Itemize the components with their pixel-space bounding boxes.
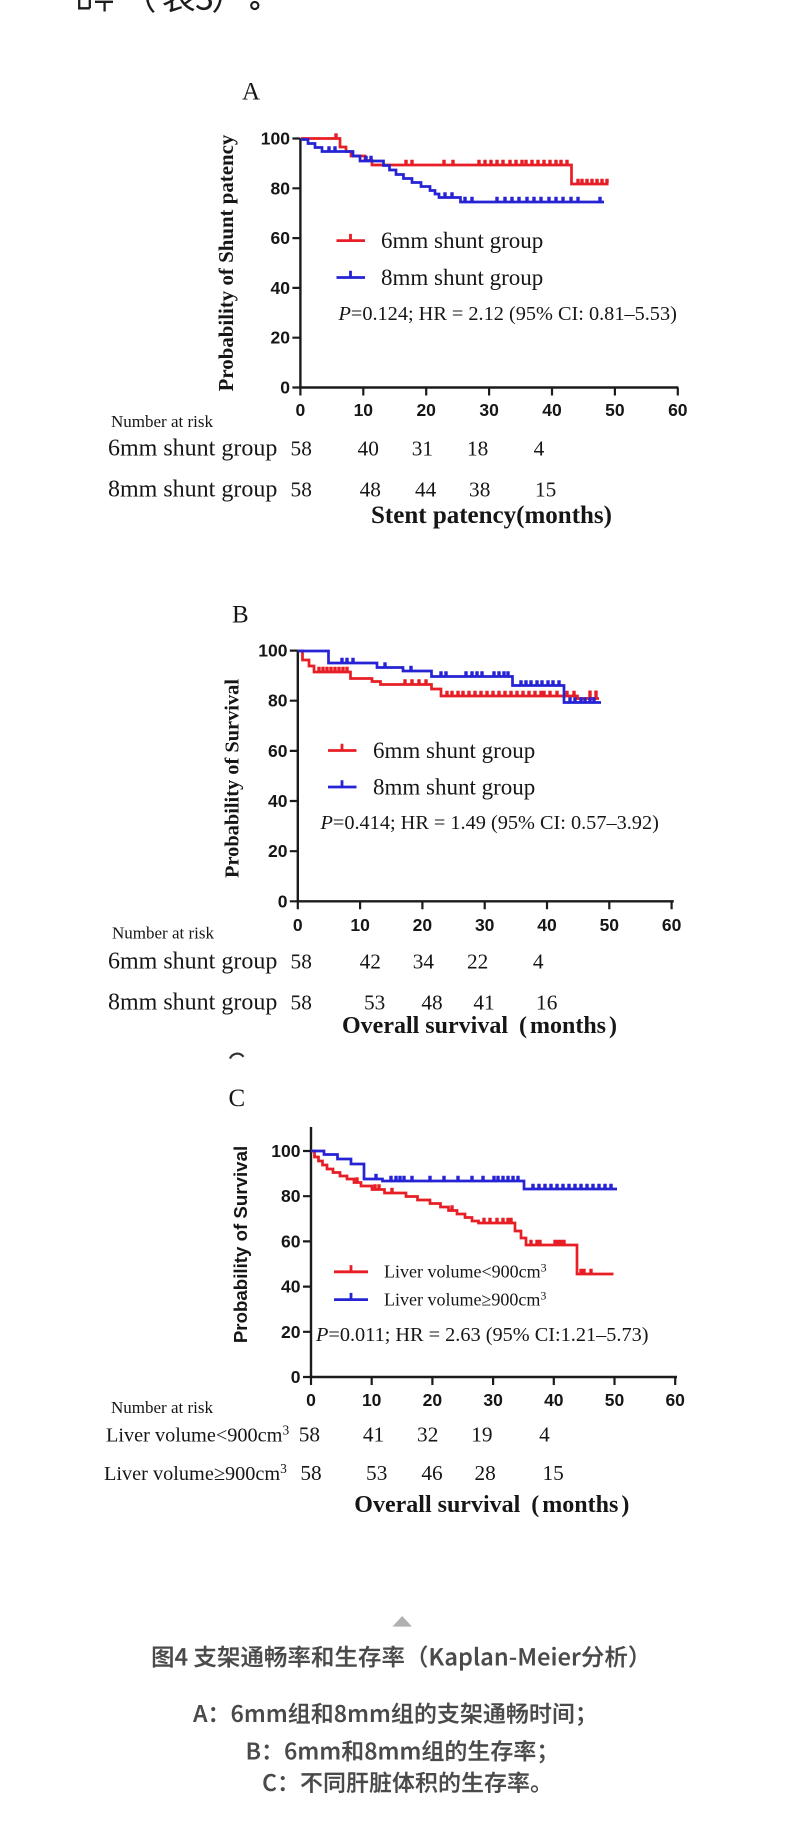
svg-text:15: 15 (535, 478, 556, 502)
svg-text:60: 60 (268, 741, 288, 761)
svg-text:Number at risk: Number at risk (112, 924, 214, 943)
svg-text:0: 0 (278, 891, 288, 911)
svg-text:40: 40 (358, 437, 379, 461)
svg-text:20: 20 (271, 328, 291, 348)
svg-text:30: 30 (483, 1390, 503, 1410)
svg-text:Number at risk: Number at risk (111, 1398, 213, 1417)
svg-text:80: 80 (271, 178, 291, 198)
svg-text:58: 58 (291, 437, 312, 461)
svg-text:60: 60 (668, 400, 688, 420)
svg-text:58: 58 (291, 950, 312, 974)
svg-text:58: 58 (291, 478, 312, 502)
svg-text:58: 58 (299, 1423, 320, 1447)
svg-text:15: 15 (542, 1461, 563, 1485)
svg-text:48: 48 (421, 991, 442, 1015)
svg-text:80: 80 (268, 691, 288, 711)
svg-text:80: 80 (281, 1186, 301, 1206)
svg-text:Probability of Survival: Probability of Survival (221, 679, 243, 878)
svg-text:20: 20 (268, 841, 288, 861)
svg-text:0: 0 (280, 378, 290, 398)
svg-text:40: 40 (271, 278, 291, 298)
svg-text:Overall survival(months): Overall survival(months) (354, 1492, 629, 1518)
svg-text:Stent patency(months): Stent patency(months) (371, 502, 612, 529)
svg-text:22: 22 (467, 950, 488, 974)
svg-text:A: A (242, 78, 260, 105)
svg-text:10: 10 (350, 915, 370, 935)
svg-text:42: 42 (360, 950, 381, 974)
svg-text:20: 20 (416, 400, 436, 420)
svg-text:0: 0 (306, 1390, 316, 1410)
svg-text:8mm shunt group: 8mm shunt group (381, 265, 543, 290)
svg-text:Probability of Shunt patency: Probability of Shunt patency (214, 134, 238, 391)
svg-text:20: 20 (281, 1322, 301, 1342)
svg-text:Probability of Survival: Probability of Survival (230, 1146, 251, 1343)
svg-text:50: 50 (605, 1390, 625, 1410)
svg-text:60: 60 (665, 1390, 685, 1410)
svg-text:0: 0 (291, 1367, 301, 1387)
svg-text:100: 100 (261, 129, 290, 149)
svg-text:44: 44 (415, 478, 437, 502)
svg-text:41: 41 (363, 1423, 384, 1447)
svg-text:19: 19 (471, 1423, 492, 1447)
svg-text:48: 48 (360, 478, 381, 502)
svg-text:53: 53 (366, 1461, 387, 1485)
svg-text:P=0.414; HR = 1.49 (95% CI: 0.: P=0.414; HR = 1.49 (95% CI: 0.57–3.92) (320, 812, 659, 834)
svg-text:P=0.124; HR = 2.12 (95% CI: 0.: P=0.124; HR = 2.12 (95% CI: 0.81–5.53) (338, 303, 677, 325)
svg-text:6mm shunt group: 6mm shunt group (108, 436, 277, 462)
svg-text:Liver volume≥900cm3: Liver volume≥900cm3 (384, 1289, 546, 1310)
svg-text:32: 32 (417, 1423, 438, 1447)
svg-text:40: 40 (537, 915, 557, 935)
svg-text:8mm shunt group: 8mm shunt group (108, 990, 277, 1016)
svg-text:100: 100 (271, 1141, 300, 1161)
svg-text:0: 0 (293, 915, 303, 935)
svg-text:38: 38 (469, 478, 490, 502)
svg-text:58: 58 (291, 991, 312, 1015)
svg-text:40: 40 (544, 1390, 564, 1410)
svg-text:4: 4 (534, 437, 545, 461)
svg-text:6mm shunt group: 6mm shunt group (108, 949, 277, 975)
svg-text:8mm shunt group: 8mm shunt group (373, 775, 535, 800)
svg-text:100: 100 (258, 641, 287, 661)
svg-text:16: 16 (536, 991, 558, 1015)
svg-text:60: 60 (281, 1231, 301, 1251)
svg-text:31: 31 (412, 437, 433, 461)
svg-text:Liver volume≥900cm3: Liver volume≥900cm3 (104, 1461, 287, 1485)
svg-text:40: 40 (281, 1277, 301, 1297)
svg-text:6mm shunt group: 6mm shunt group (381, 228, 543, 253)
svg-text:20: 20 (413, 915, 433, 935)
svg-text:20: 20 (423, 1390, 443, 1410)
svg-text:50: 50 (605, 400, 625, 420)
svg-text:60: 60 (271, 228, 291, 248)
svg-text:Overall survival(months): Overall survival(months) (342, 1013, 617, 1039)
svg-text:B: B (232, 602, 249, 629)
svg-text:30: 30 (479, 400, 499, 420)
svg-text:18: 18 (467, 437, 488, 461)
svg-text:60: 60 (662, 915, 682, 935)
svg-text:41: 41 (473, 991, 494, 1015)
svg-text:34: 34 (413, 950, 435, 974)
svg-text:4: 4 (539, 1423, 550, 1447)
svg-text:10: 10 (354, 400, 374, 420)
svg-text:6mm shunt group: 6mm shunt group (373, 738, 535, 763)
svg-text:10: 10 (362, 1390, 382, 1410)
svg-text:8mm shunt group: 8mm shunt group (108, 477, 277, 503)
svg-text:C: C (229, 1085, 246, 1112)
svg-text:50: 50 (600, 915, 620, 935)
svg-text:Number at risk: Number at risk (111, 412, 213, 431)
svg-text:46: 46 (421, 1461, 443, 1485)
svg-text:53: 53 (364, 991, 385, 1015)
svg-text:0: 0 (296, 400, 306, 420)
svg-text:40: 40 (268, 791, 288, 811)
svg-text:P=0.011; HR = 2.63 (95% CI:1.2: P=0.011; HR = 2.63 (95% CI:1.21–5.73) (315, 1324, 649, 1346)
svg-text:4: 4 (533, 950, 544, 974)
svg-text:58: 58 (300, 1461, 321, 1485)
svg-text:28: 28 (474, 1461, 495, 1485)
svg-text:30: 30 (475, 915, 495, 935)
svg-text:Liver volume<900cm3: Liver volume<900cm3 (106, 1423, 289, 1447)
svg-text:40: 40 (542, 400, 562, 420)
svg-text:Liver volume<900cm3: Liver volume<900cm3 (384, 1261, 547, 1282)
